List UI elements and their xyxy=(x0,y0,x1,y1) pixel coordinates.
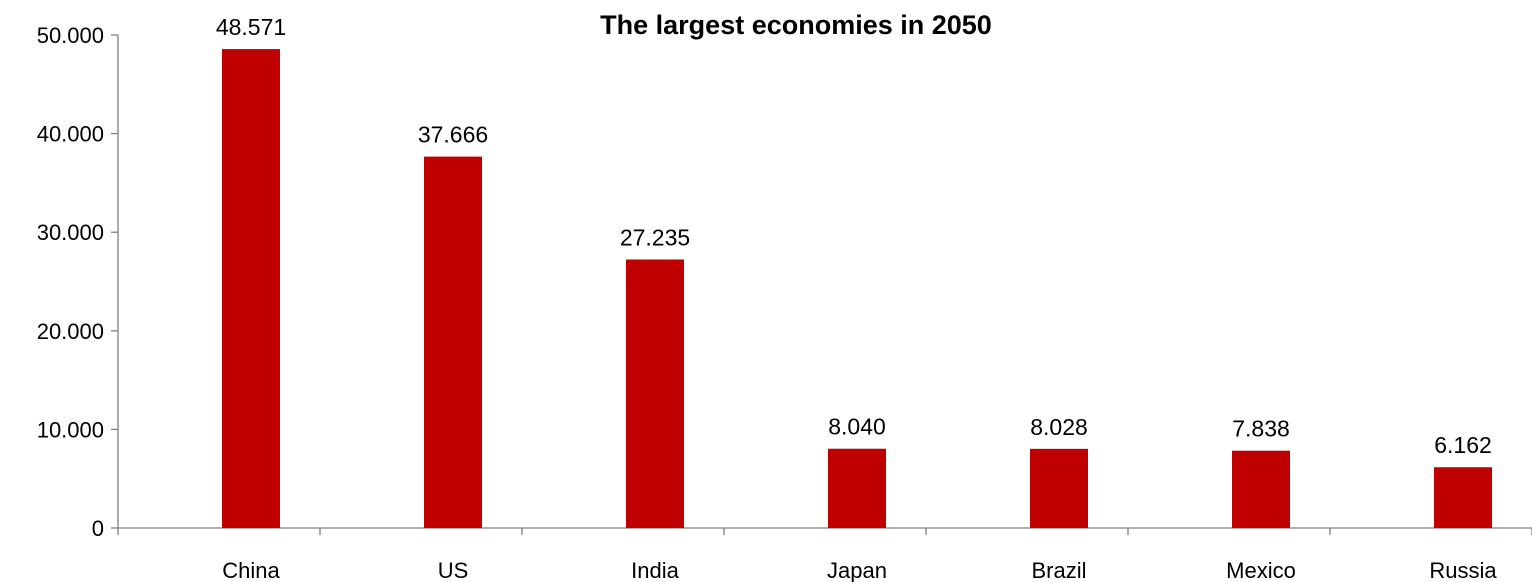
bar-china xyxy=(222,49,280,529)
bar-russia xyxy=(1434,467,1492,528)
data-label: 37.666 xyxy=(418,122,488,148)
x-tick-label: India xyxy=(631,558,679,582)
y-tick-label: 10.000 xyxy=(37,417,104,442)
bar-brazil xyxy=(1030,448,1088,528)
data-labels: 48.571 37.666 27.235 8.040 8.028 7.838 6.162 xyxy=(216,14,1492,458)
y-tick-label: 50.000 xyxy=(37,23,104,48)
data-label: 7.838 xyxy=(1232,416,1290,442)
x-tick-label: Mexico xyxy=(1226,558,1296,582)
y-axis: 0 10.000 20.000 30.000 40.000 50.000 xyxy=(37,23,119,541)
x-tick-label: US xyxy=(438,558,469,582)
x-tick-label: Russia xyxy=(1429,558,1497,582)
y-tick-label: 0 xyxy=(92,516,104,541)
data-label: 8.028 xyxy=(1030,414,1088,440)
x-tick-label: Brazil xyxy=(1031,558,1086,582)
bars xyxy=(222,49,1492,529)
y-tick-label: 40.000 xyxy=(37,122,104,147)
bar-us xyxy=(424,156,482,529)
x-tick-label: China xyxy=(222,558,280,582)
data-label: 27.235 xyxy=(620,224,690,250)
x-tick-label: Japan xyxy=(827,558,887,582)
x-axis: China US India Japan Brazil Mexico Russia xyxy=(117,527,1532,582)
data-label: 48.571 xyxy=(216,14,286,40)
y-tick-label: 20.000 xyxy=(37,319,104,344)
chart-title: The largest economies in 2050 xyxy=(600,10,992,40)
bar-mexico xyxy=(1232,450,1290,528)
y-tick-label: 30.000 xyxy=(37,220,104,245)
data-label: 6.162 xyxy=(1434,432,1492,458)
bar-japan xyxy=(828,448,886,528)
bar-india xyxy=(626,259,684,528)
data-label: 8.040 xyxy=(828,414,886,440)
